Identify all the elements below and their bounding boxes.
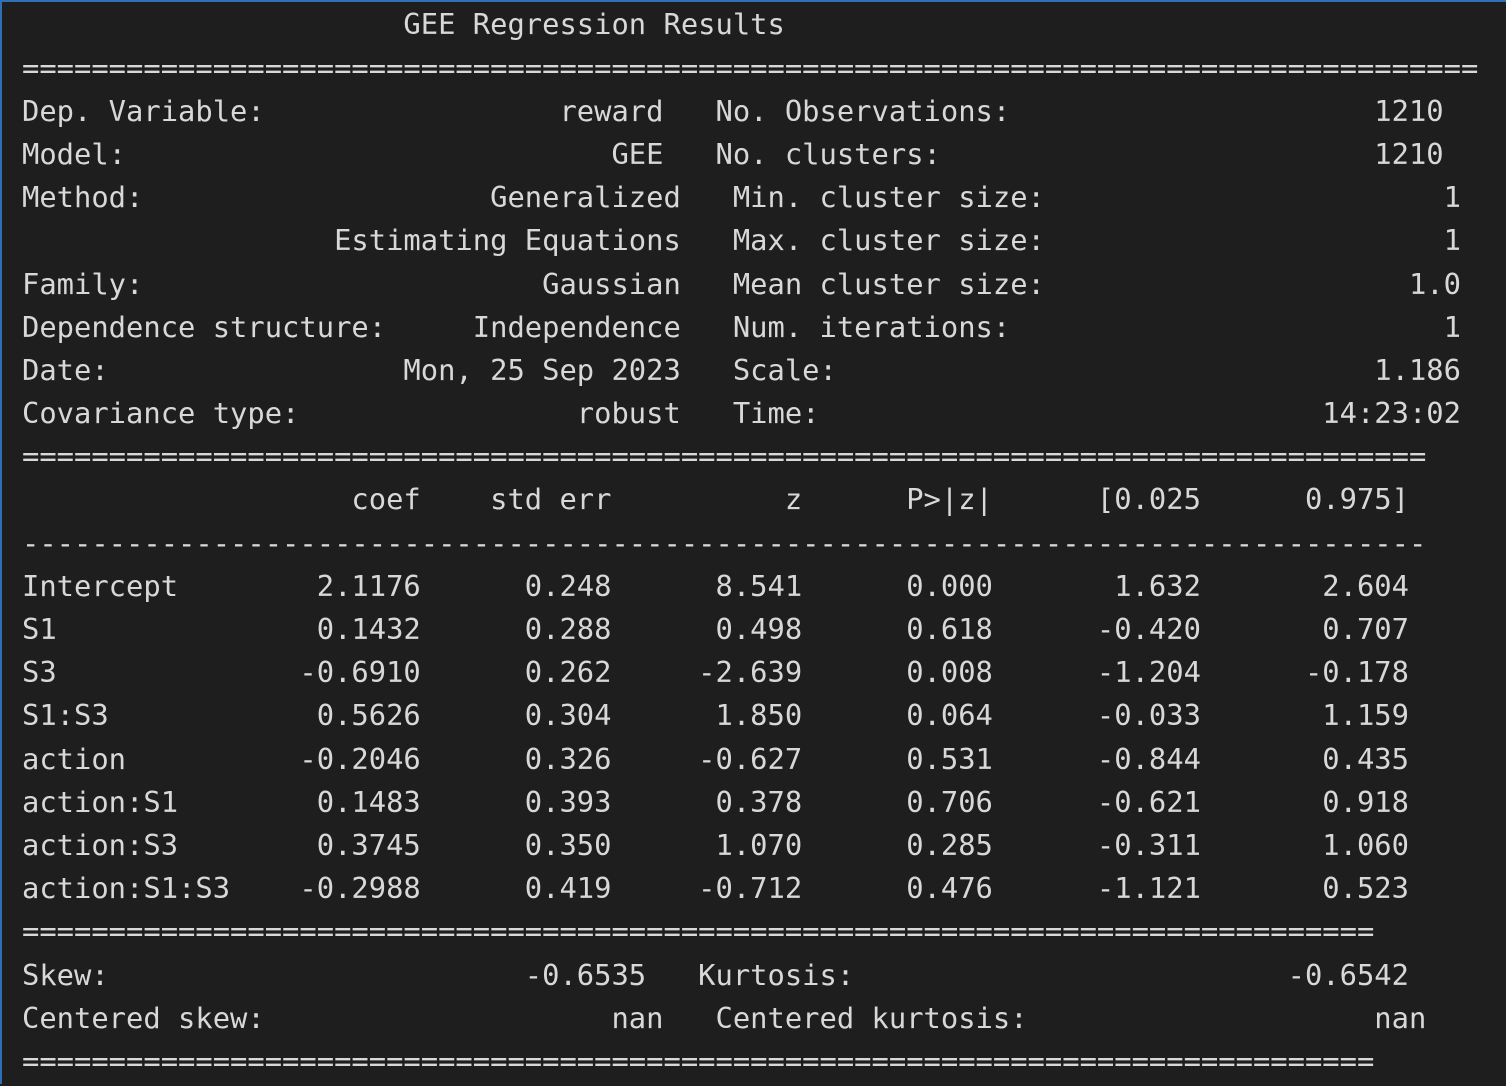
coef-row-action-s1: action:S1 0.1483 0.393 0.378 0.706 -0.62… <box>22 785 1409 819</box>
info-row-dep-var: Dep. Variable: reward No. Observations: … <box>22 94 1444 128</box>
info-row-family: Family: Gaussian Mean cluster size: 1.0 <box>22 267 1461 301</box>
info-row-dependence: Dependence structure: Independence Num. … <box>22 310 1461 344</box>
coef-row-intercept: Intercept 2.1176 0.248 8.541 0.000 1.632… <box>22 569 1409 603</box>
separator-top: ========================================… <box>22 51 1479 85</box>
separator-coef-bottom: ========================================… <box>22 914 1375 948</box>
info-row-model: Model: GEE No. clusters: 1210 <box>22 137 1444 171</box>
separator-bottom: ========================================… <box>22 1044 1375 1078</box>
separator-coef-top: ========================================… <box>22 439 1427 473</box>
info-row-date: Date: Mon, 25 Sep 2023 Scale: 1.186 <box>22 353 1461 387</box>
diag-row-centered: Centered skew: nan Centered kurtosis: na… <box>22 1001 1427 1035</box>
diag-row-skew: Skew: -0.6535 Kurtosis: -0.6542 <box>22 958 1409 992</box>
results-title: GEE Regression Results <box>22 7 1201 41</box>
coef-row-s1: S1 0.1432 0.288 0.498 0.618 -0.420 0.707 <box>22 612 1409 646</box>
info-row-method-cont: Estimating Equations Max. cluster size: … <box>22 223 1461 257</box>
coef-row-s1-s3: S1:S3 0.5626 0.304 1.850 0.064 -0.033 1.… <box>22 698 1409 732</box>
coef-row-action-s1-s3: action:S1:S3 -0.2988 0.419 -0.712 0.476 … <box>22 871 1409 905</box>
info-row-covariance: Covariance type: robust Time: 14:23:02 <box>22 396 1461 430</box>
info-row-method: Method: Generalized Min. cluster size: 1 <box>22 180 1461 214</box>
separator-coef-header: ----------------------------------------… <box>22 526 1427 560</box>
coef-row-action-s3: action:S3 0.3745 0.350 1.070 0.285 -0.31… <box>22 828 1409 862</box>
coef-table-header: coef std err z P>|z| [0.025 0.975] <box>22 482 1409 516</box>
coef-row-action: action -0.2046 0.326 -0.627 0.531 -0.844… <box>22 742 1409 776</box>
coef-row-s3: S3 -0.6910 0.262 -2.639 0.008 -1.204 -0.… <box>22 655 1409 689</box>
